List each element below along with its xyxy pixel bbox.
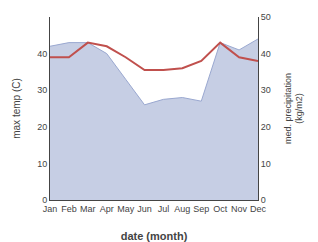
svg-text:Apr: Apr bbox=[100, 204, 114, 214]
svg-text:20: 20 bbox=[37, 122, 47, 132]
svg-text:Mar: Mar bbox=[80, 204, 96, 214]
svg-text:0: 0 bbox=[261, 195, 266, 205]
svg-text:Nov: Nov bbox=[231, 204, 248, 214]
svg-text:30: 30 bbox=[261, 85, 271, 95]
svg-text:May: May bbox=[117, 204, 135, 214]
svg-text:Dec: Dec bbox=[250, 204, 267, 214]
svg-text:10: 10 bbox=[261, 159, 271, 169]
svg-text:0: 0 bbox=[42, 195, 47, 205]
svg-text:40: 40 bbox=[37, 49, 47, 59]
svg-text:Jun: Jun bbox=[137, 204, 152, 214]
svg-text:max temp (C): max temp (C) bbox=[11, 78, 22, 139]
svg-text:50: 50 bbox=[261, 12, 271, 22]
svg-text:40: 40 bbox=[261, 49, 271, 59]
svg-text:30: 30 bbox=[37, 85, 47, 95]
svg-text:Jul: Jul bbox=[158, 204, 170, 214]
svg-text:date (month): date (month) bbox=[121, 230, 188, 242]
svg-text:10: 10 bbox=[37, 159, 47, 169]
svg-text:Sep: Sep bbox=[193, 204, 209, 214]
svg-text:med. precipitation(kg/m2): med. precipitation(kg/m2) bbox=[283, 73, 305, 144]
svg-text:Aug: Aug bbox=[174, 204, 190, 214]
svg-text:20: 20 bbox=[261, 122, 271, 132]
svg-text:Jan: Jan bbox=[43, 204, 58, 214]
svg-text:Oct: Oct bbox=[213, 204, 228, 214]
svg-text:Feb: Feb bbox=[61, 204, 77, 214]
